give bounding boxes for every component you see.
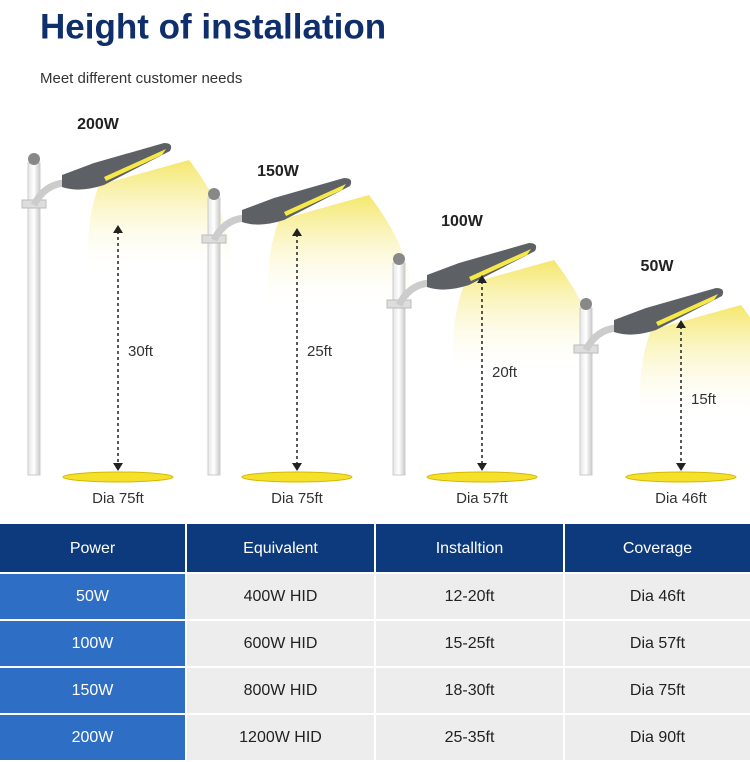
- cell-text: 150W: [72, 682, 115, 699]
- header-text: Installtion: [436, 540, 504, 557]
- table-cell: [376, 715, 563, 760]
- spec-table: Power Equivalent Installtion Coverage 50W 400…: [0, 524, 750, 762]
- table-cell: [0, 621, 185, 666]
- lamp-led: [656, 294, 718, 326]
- coverage-ring: [62, 471, 174, 483]
- arm: [395, 279, 430, 307]
- cell-text: Dia 46ft: [630, 588, 686, 605]
- table-cell: [0, 668, 185, 713]
- light-cone: [87, 160, 231, 275]
- subtitle: Meet different customer needs: [40, 70, 242, 87]
- cell-text: 15-25ft: [445, 635, 495, 652]
- height-label: 30ft: [128, 343, 154, 360]
- cell-text: 600W HID: [244, 635, 318, 652]
- diameter-label: Dia 57ft: [456, 490, 509, 507]
- header-cell: [376, 524, 563, 572]
- header-text: Power: [70, 540, 116, 557]
- lamp-head: [242, 178, 352, 225]
- cell-text: 1200W HID: [239, 729, 322, 746]
- table-cell: [0, 715, 185, 760]
- wattage-label: 50W: [641, 258, 675, 275]
- title: Height of installation: [40, 7, 386, 46]
- cell-text: 400W HID: [244, 588, 318, 605]
- header-text: Equivalent: [243, 540, 318, 557]
- table-cell: [376, 668, 563, 713]
- lamp-head: [62, 143, 172, 190]
- pole-cap: [28, 153, 40, 165]
- height-label: 15ft: [691, 391, 717, 408]
- coverage-ring: [426, 471, 538, 483]
- cell-text: 12-20ft: [445, 588, 495, 605]
- header-cell: [0, 524, 185, 572]
- table-cell: [565, 668, 750, 713]
- wattage-label: 200W: [77, 116, 120, 133]
- table-cell: [565, 715, 750, 760]
- cell-text: 25-35ft: [445, 729, 495, 746]
- header-cell: [565, 524, 750, 572]
- table-cell: [187, 621, 374, 666]
- cell-text: Dia 90ft: [630, 729, 686, 746]
- arm: [30, 179, 65, 207]
- height-label: 20ft: [492, 364, 518, 381]
- arm: [210, 214, 245, 242]
- height-label: 25ft: [307, 343, 333, 360]
- table-cell: [565, 621, 750, 666]
- diameter-label: Dia 75ft: [271, 490, 324, 507]
- table-cell: [565, 574, 750, 619]
- coverage-ring: [241, 471, 353, 483]
- light-cone: [452, 260, 596, 375]
- lamp-led: [104, 149, 166, 181]
- pole: [27, 162, 41, 476]
- header-text: Coverage: [623, 540, 692, 557]
- light-cone: [267, 195, 411, 310]
- pole-cap: [208, 188, 220, 200]
- diameter-label: Dia 75ft: [92, 490, 145, 507]
- table-cell: [0, 574, 185, 619]
- diameter-label: Dia 46ft: [655, 490, 708, 507]
- wattage-label: 100W: [441, 213, 484, 230]
- arm: [582, 324, 617, 352]
- light-cone: [639, 305, 750, 420]
- lamp-head: [614, 288, 724, 335]
- table-cell: [187, 574, 374, 619]
- table-cell: [187, 668, 374, 713]
- lamp-head: [427, 243, 537, 290]
- lamp-led: [469, 249, 531, 281]
- cell-text: Dia 75ft: [630, 682, 686, 699]
- table-cell: [187, 715, 374, 760]
- pole: [579, 307, 593, 476]
- cell-text: 100W: [72, 635, 115, 652]
- header-cell: [187, 524, 374, 572]
- lamp-led: [284, 184, 346, 216]
- pole-cap: [393, 253, 405, 265]
- wattage-label: 150W: [257, 163, 300, 180]
- coverage-ring: [625, 471, 737, 483]
- table-cell: [376, 621, 563, 666]
- cell-text: 18-30ft: [445, 682, 495, 699]
- illustration: Height of installation Meet different cu…: [21, 7, 750, 507]
- pole-cap: [580, 298, 592, 310]
- table-cell: [376, 574, 563, 619]
- cell-text: 200W: [72, 729, 115, 746]
- cell-text: 800W HID: [244, 682, 318, 699]
- cell-text: Dia 57ft: [630, 635, 686, 652]
- cell-text: 50W: [76, 588, 110, 605]
